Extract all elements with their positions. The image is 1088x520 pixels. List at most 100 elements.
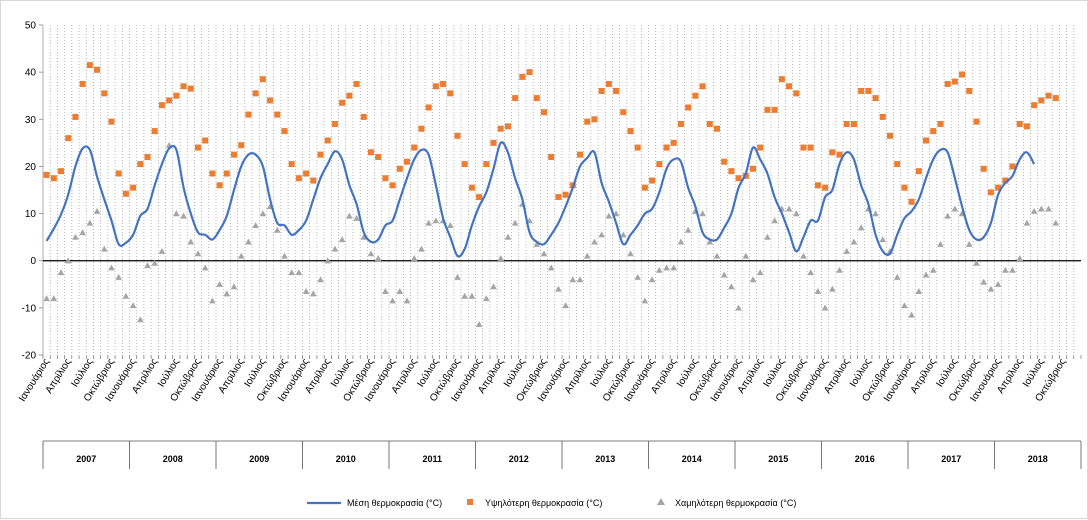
min-point <box>756 269 764 276</box>
min-point <box>879 236 887 243</box>
min-point <box>994 280 1002 287</box>
min-point <box>245 238 252 245</box>
min-point <box>785 205 793 212</box>
min-point <box>295 269 303 276</box>
max-point <box>836 151 843 158</box>
min-point <box>367 250 375 257</box>
min-point <box>324 257 332 264</box>
max-point <box>814 182 821 189</box>
max-point <box>713 125 720 132</box>
max-point <box>194 144 201 151</box>
y-tick-label: -10 <box>22 303 37 314</box>
min-point <box>230 283 238 290</box>
max-point <box>1023 123 1030 130</box>
min-point <box>151 259 159 266</box>
min-point <box>43 295 50 302</box>
max-point <box>843 121 850 127</box>
max-point <box>598 88 605 94</box>
min-point <box>468 292 476 299</box>
max-point <box>346 92 353 99</box>
min-point <box>288 269 295 276</box>
max-point <box>973 118 980 125</box>
min-point <box>728 283 735 290</box>
max-point <box>389 182 396 189</box>
min-point <box>663 264 670 271</box>
max-point <box>1038 97 1045 104</box>
min-point <box>742 252 750 259</box>
max-point <box>267 97 274 104</box>
max-point <box>411 144 418 151</box>
max-point <box>656 161 663 168</box>
legend-min-swatch <box>657 498 665 505</box>
max-point <box>540 109 547 116</box>
max-point <box>793 90 800 97</box>
year-label: 2018 <box>1028 454 1048 464</box>
year-label: 2010 <box>336 454 356 464</box>
max-point <box>879 113 886 120</box>
max-point <box>310 177 317 184</box>
max-point <box>497 125 504 132</box>
max-point <box>396 165 403 172</box>
min-point <box>829 285 836 292</box>
y-tick-label: 40 <box>25 68 37 79</box>
min-point <box>973 259 980 266</box>
min-point <box>122 292 130 299</box>
min-point <box>944 212 951 219</box>
min-point <box>764 233 771 240</box>
min-point <box>374 255 382 261</box>
min-point <box>259 210 267 217</box>
max-point <box>951 78 958 85</box>
max-point <box>115 170 122 177</box>
min-point <box>310 290 317 297</box>
max-point <box>43 171 50 178</box>
month-label: Ιανουάριος <box>16 356 52 404</box>
max-point <box>468 184 475 191</box>
max-point <box>476 194 483 201</box>
max-point <box>987 189 994 196</box>
min-point <box>129 302 137 309</box>
max-point <box>58 168 65 175</box>
min-point <box>821 304 829 311</box>
min-point <box>353 214 360 221</box>
max-point <box>858 88 865 94</box>
min-point <box>901 302 908 309</box>
max-point <box>1052 95 1059 102</box>
max-point <box>735 175 742 182</box>
min-point <box>540 250 548 257</box>
max-point <box>252 90 259 97</box>
max-point <box>223 170 230 177</box>
min-point <box>771 217 778 224</box>
min-point <box>115 273 122 280</box>
min-point <box>57 269 65 276</box>
max-point <box>555 194 562 201</box>
max-point <box>850 121 857 127</box>
max-point <box>202 137 209 144</box>
min-point <box>317 276 324 283</box>
min-point <box>461 292 468 299</box>
min-point <box>273 226 281 233</box>
max-point <box>1045 92 1052 99</box>
max-point <box>144 154 151 160</box>
min-point <box>100 245 108 252</box>
max-point <box>670 139 677 146</box>
max-point <box>908 198 915 205</box>
max-point <box>886 132 893 139</box>
min-point <box>555 285 562 292</box>
min-point <box>497 255 505 261</box>
min-point <box>93 207 101 214</box>
max-point <box>706 121 713 127</box>
min-point <box>410 255 418 261</box>
max-point <box>721 158 728 165</box>
min-point <box>490 283 497 290</box>
min-point <box>814 288 822 294</box>
min-point <box>108 264 115 271</box>
max-point <box>677 121 684 127</box>
min-point <box>656 266 663 273</box>
min-point <box>338 236 346 243</box>
max-point <box>641 184 648 191</box>
max-point <box>829 149 836 156</box>
max-point <box>728 168 735 175</box>
max-point <box>461 161 468 168</box>
min-point <box>454 273 461 280</box>
year-label: 2013 <box>595 454 615 464</box>
